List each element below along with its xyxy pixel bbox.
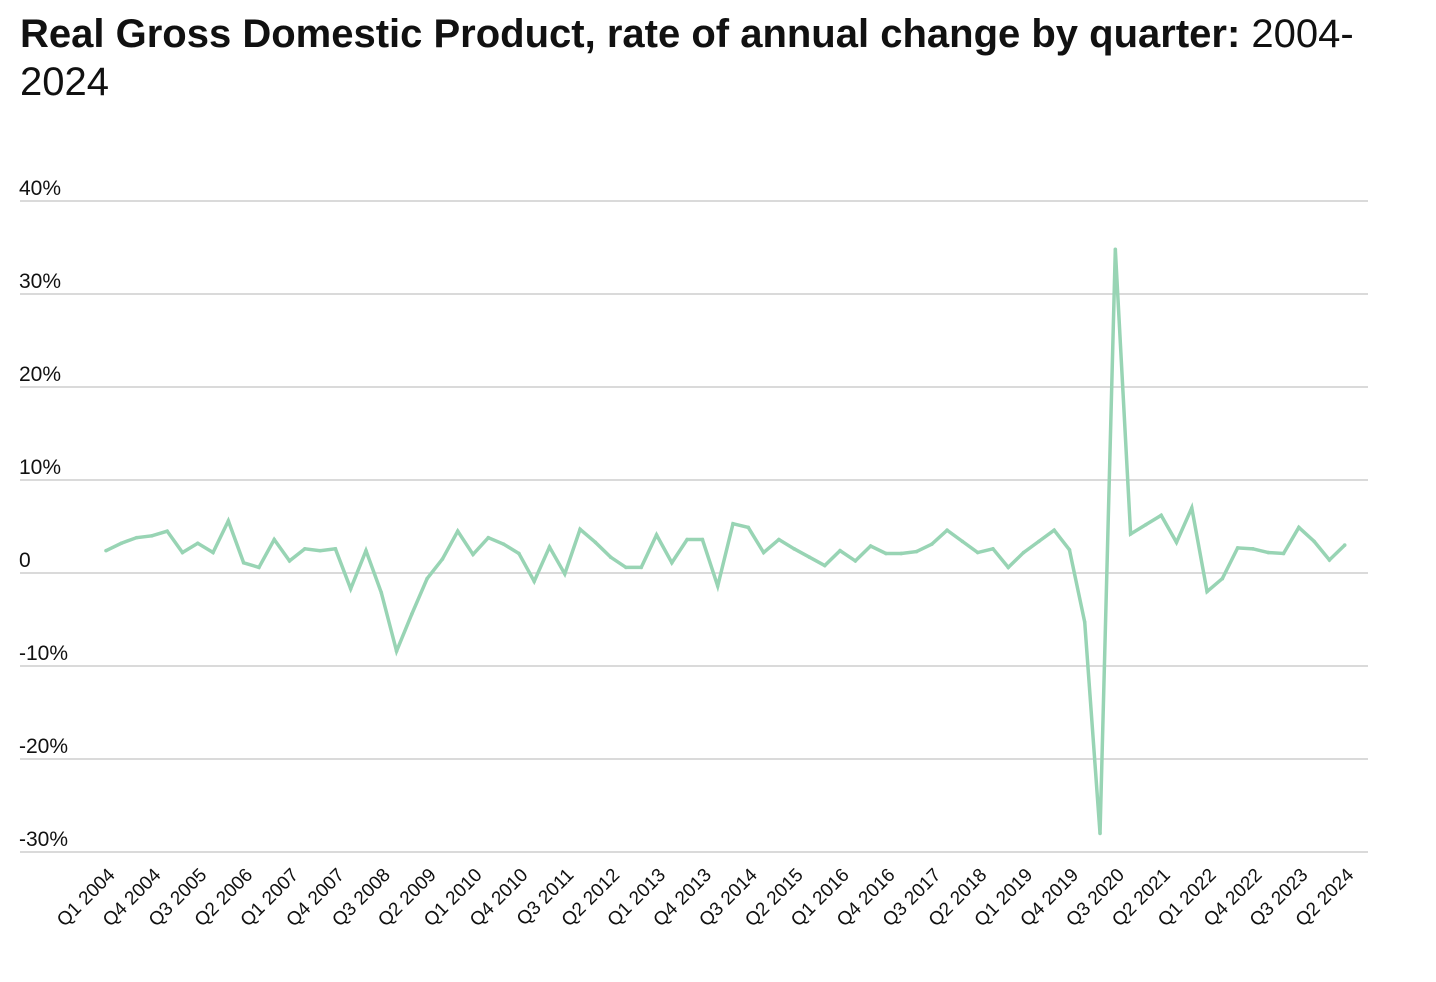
data-point [287, 559, 292, 563]
data-point [1189, 506, 1194, 510]
data-point [333, 547, 338, 551]
data-point [1327, 558, 1332, 562]
data-point [1082, 620, 1087, 625]
data-point [562, 572, 567, 576]
data-point [960, 539, 965, 544]
data-point [670, 560, 674, 565]
data-point [364, 548, 368, 553]
data-point [303, 547, 307, 551]
data-point [822, 563, 827, 568]
data-point [1098, 831, 1102, 836]
data-point [150, 534, 154, 538]
data-point [853, 559, 858, 563]
data-point [1220, 576, 1225, 581]
chart-title: Real Gross Domestic Product, rate of ann… [20, 10, 1400, 106]
series-line [105, 249, 1346, 834]
y-tick-label: -20% [19, 735, 68, 758]
gridlines [20, 200, 1368, 853]
data-point [654, 533, 659, 537]
data-point [1266, 550, 1271, 555]
data-point [1281, 551, 1286, 556]
data-point [211, 550, 215, 555]
data-point [104, 548, 108, 553]
data-point [257, 565, 261, 570]
data-point [1052, 528, 1056, 533]
data-point [945, 528, 949, 533]
data-point [180, 550, 185, 555]
data-point [394, 649, 399, 653]
data-point [930, 542, 934, 546]
y-tick-label: 0 [19, 549, 31, 572]
data-point [241, 560, 246, 565]
y-tick-label: 10% [19, 456, 61, 479]
data-point [1297, 525, 1301, 530]
data-point [547, 545, 552, 549]
data-point [425, 576, 429, 581]
chart-title-bold: Real Gross Domestic Product, rate of ann… [20, 12, 1241, 56]
data-point [624, 565, 628, 570]
data-point [639, 565, 644, 570]
data-point [440, 557, 445, 561]
y-tick-label: -10% [19, 642, 68, 665]
y-tick-label: -30% [19, 828, 68, 851]
data-point [195, 541, 200, 546]
data-point [914, 549, 919, 554]
data-point [1205, 589, 1209, 594]
y-axis-ticks: 40% 30% 20% 10% 0 -10% -20% -30% [19, 177, 68, 851]
y-tick-label: 30% [19, 270, 61, 293]
data-point [685, 537, 689, 542]
data-point [807, 555, 812, 559]
y-tick-label: 20% [19, 363, 61, 386]
data-point [1174, 540, 1179, 545]
data-point [1159, 513, 1163, 518]
data-point [777, 537, 781, 542]
series-layer [104, 247, 1347, 836]
data-point [578, 527, 582, 532]
data-point [532, 579, 536, 584]
data-point [165, 529, 169, 533]
data-point [379, 590, 384, 595]
data-point [1342, 543, 1347, 547]
data-point [486, 535, 491, 540]
data-point [1235, 546, 1240, 550]
data-point [471, 552, 475, 557]
data-point [792, 547, 796, 551]
data-point [272, 537, 277, 542]
data-point [1144, 522, 1148, 527]
data-point [868, 544, 873, 548]
y-tick-label: 40% [19, 177, 61, 200]
data-point [226, 519, 231, 523]
data-point [501, 542, 506, 546]
data-point [700, 537, 705, 542]
data-point [455, 529, 460, 533]
data-point [1021, 550, 1026, 555]
data-point [1037, 539, 1041, 544]
data-point [715, 584, 720, 588]
data-point [731, 521, 735, 526]
data-point [1006, 565, 1011, 570]
data-point [1312, 539, 1316, 544]
data-point [410, 612, 414, 616]
data-point [1067, 547, 1072, 552]
data-point [608, 555, 613, 559]
chart-title-years: 2004- 2024 [20, 12, 1354, 104]
data-point [1251, 547, 1255, 551]
data-point [746, 525, 751, 530]
data-point [884, 551, 888, 556]
data-point [761, 550, 766, 555]
data-point [838, 548, 842, 553]
data-point [899, 551, 904, 556]
data-point [1128, 532, 1133, 536]
data-point [991, 547, 995, 551]
data-point [975, 550, 980, 555]
data-point [318, 548, 322, 553]
data-point [119, 541, 124, 546]
data-point [134, 535, 139, 540]
data-point [517, 551, 521, 556]
data-point [348, 587, 353, 591]
data-point [1113, 247, 1118, 252]
data-point [593, 540, 598, 545]
